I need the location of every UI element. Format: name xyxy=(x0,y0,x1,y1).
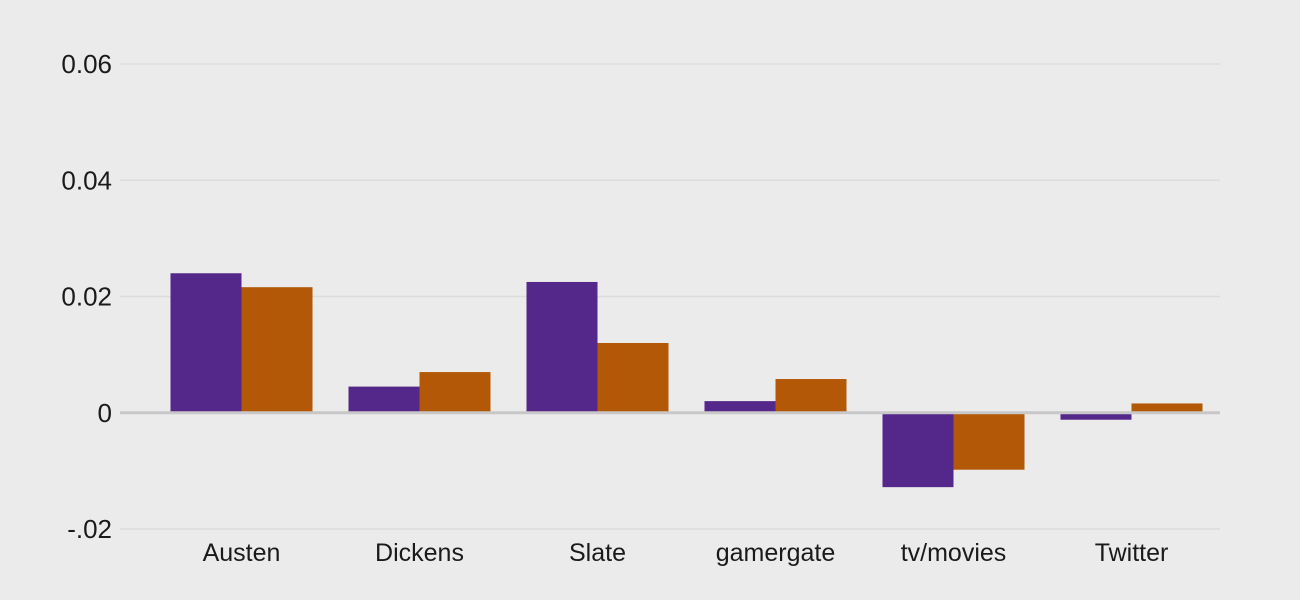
x-category-label: gamergate xyxy=(716,539,836,567)
bar-dickens-series-2 xyxy=(420,372,491,413)
y-tick-label: 0.06 xyxy=(61,49,112,79)
bar-dickens-series-1 xyxy=(349,387,420,413)
bar-austen-series-2 xyxy=(242,287,313,413)
bar-slate-series-1 xyxy=(527,282,598,413)
bar-tv-movies-series-2 xyxy=(954,413,1025,470)
bars xyxy=(171,273,1203,487)
x-category-label: Dickens xyxy=(375,539,464,567)
x-category-label: Twitter xyxy=(1095,539,1169,567)
y-axis-tick-labels: 0.06 0.04 0.02 0 -.02 xyxy=(61,49,112,544)
x-category-label: Austen xyxy=(203,539,281,567)
bar-tv-movies-series-1 xyxy=(883,413,954,487)
x-category-label: tv/movies xyxy=(901,539,1007,567)
bar-austen-series-1 xyxy=(171,273,242,413)
bar-gamergate-series-2 xyxy=(776,379,847,413)
y-tick-label: -.02 xyxy=(67,514,112,544)
x-category-label: Slate xyxy=(569,539,626,567)
y-tick-label: 0 xyxy=(98,398,112,428)
y-tick-label: 0.02 xyxy=(61,282,112,312)
y-tick-label: 0.04 xyxy=(61,165,112,195)
bar-gamergate-series-1 xyxy=(705,401,776,413)
x-axis-category-labels: Austen Dickens Slate gamergate tv/movies Twit… xyxy=(203,539,1169,567)
bar-slate-series-2 xyxy=(598,343,669,413)
